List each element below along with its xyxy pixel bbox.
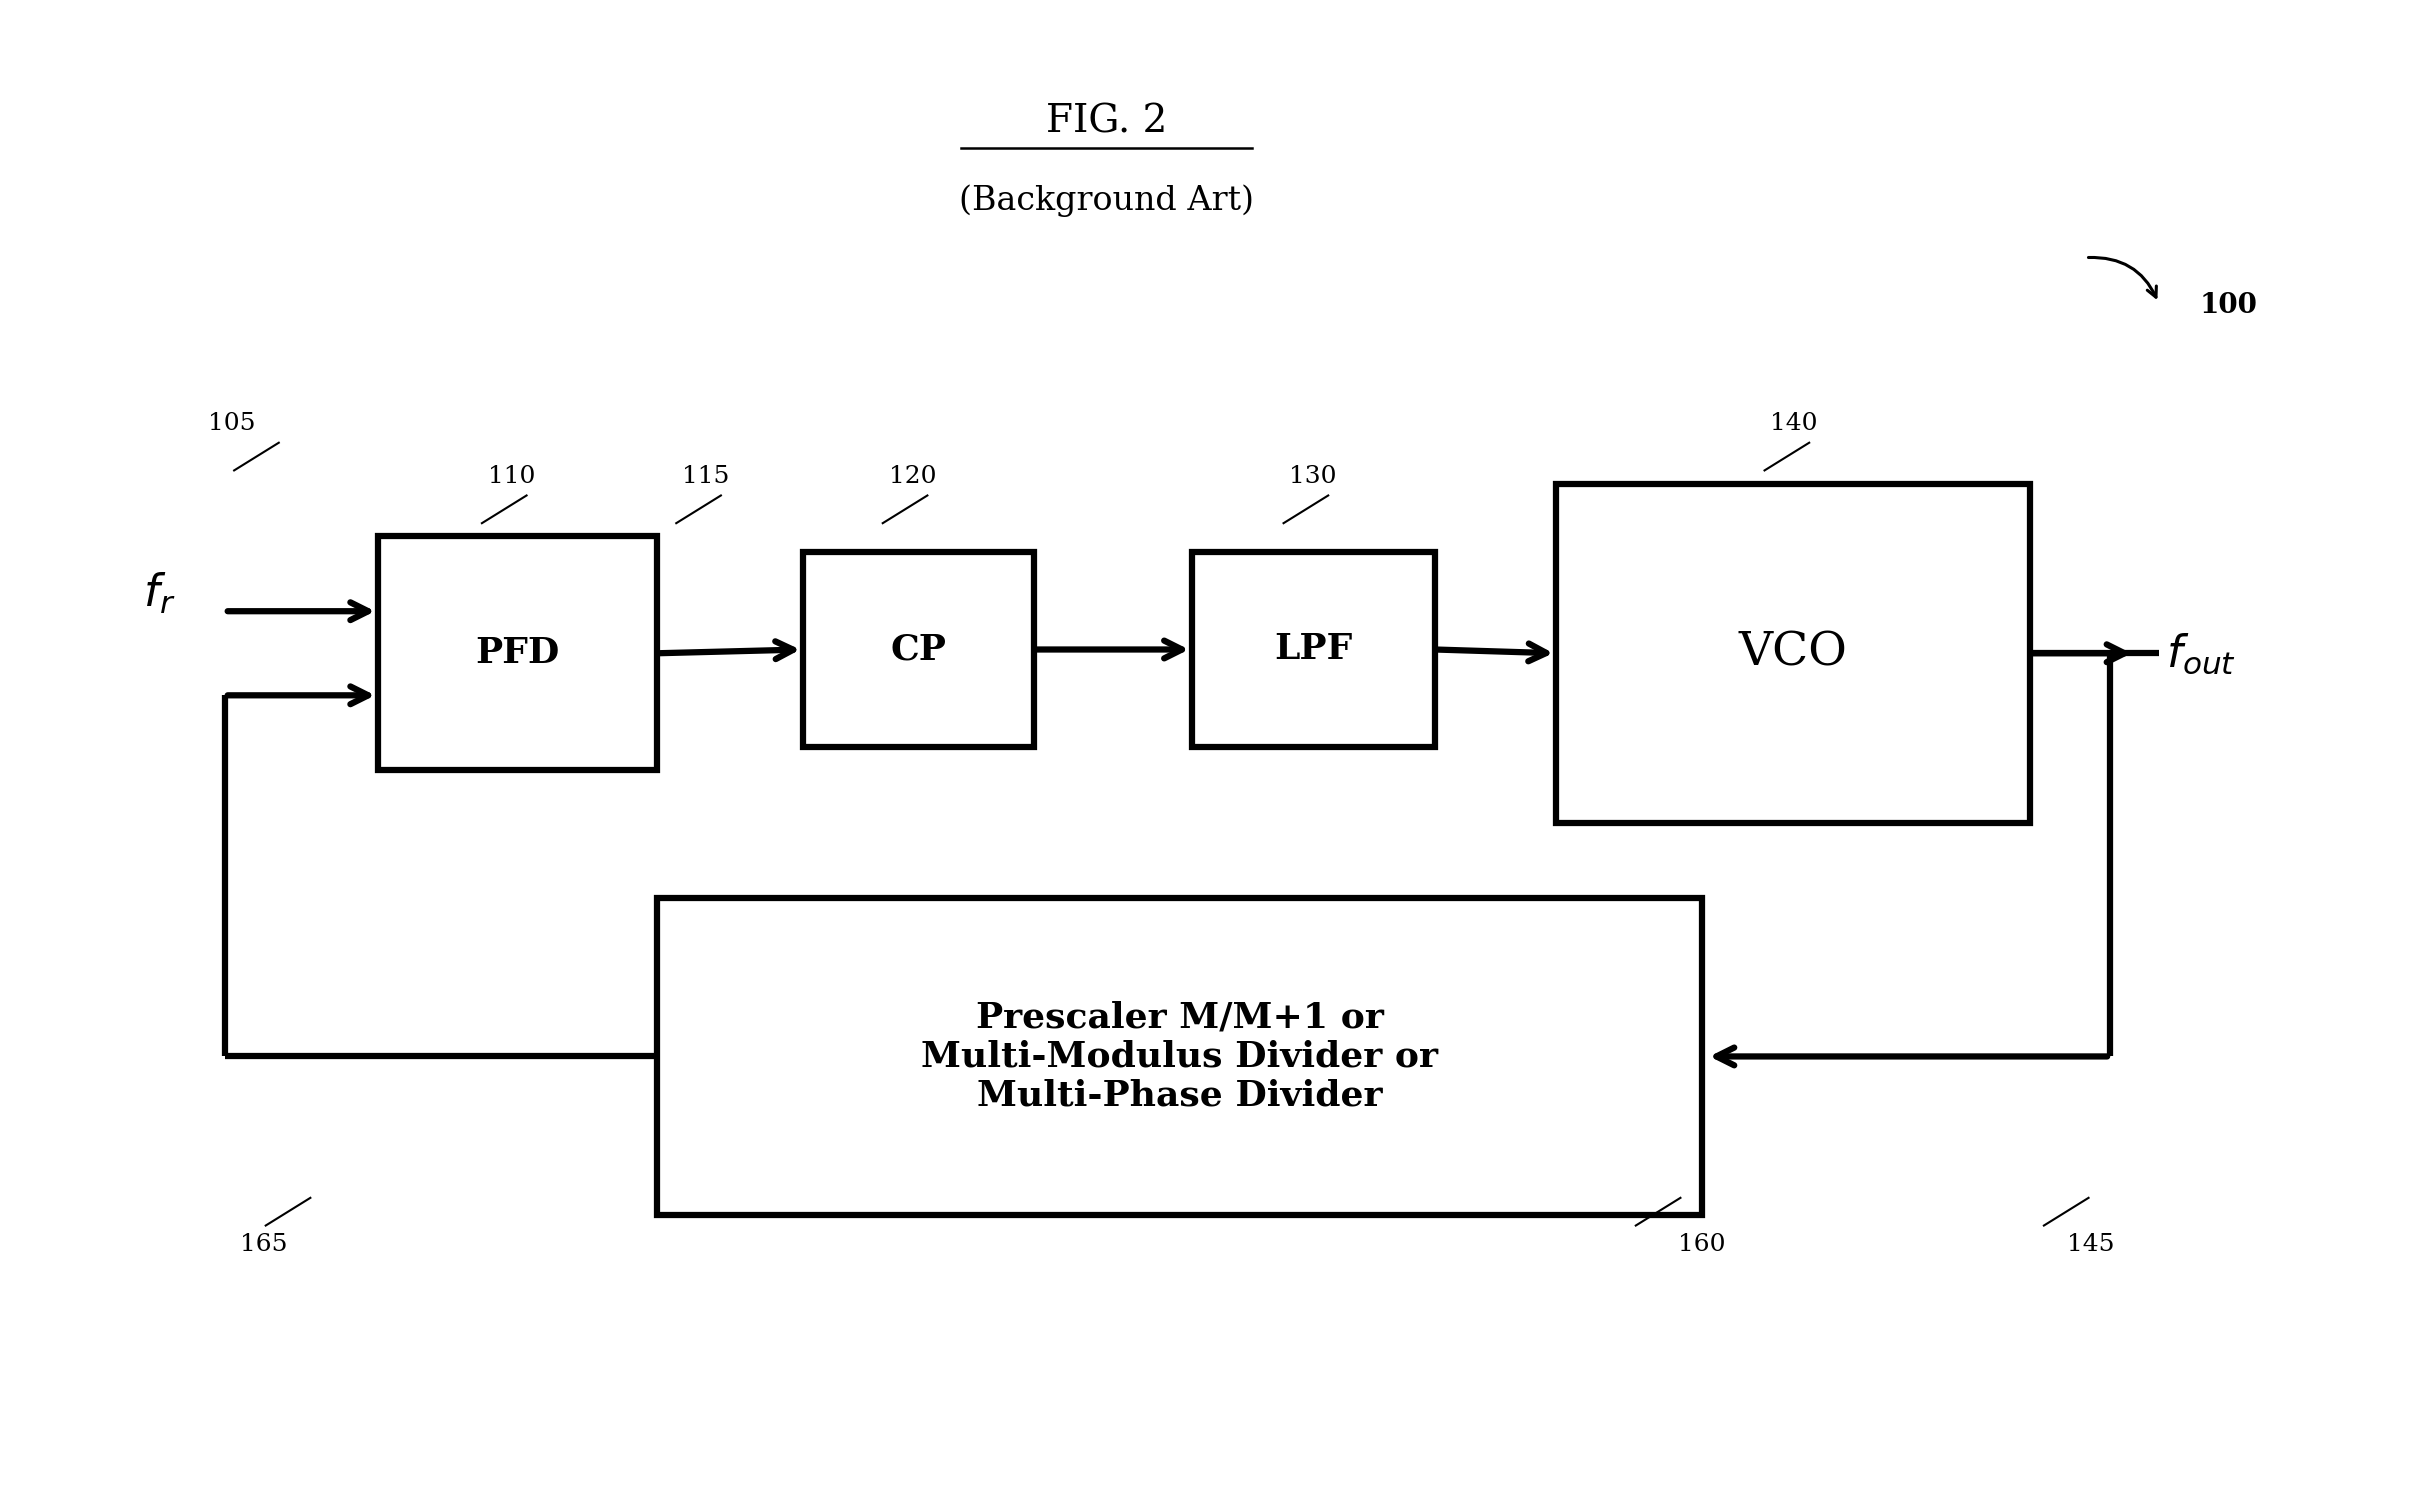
Text: 110: 110 (489, 465, 535, 488)
Bar (803, 551, 1034, 747)
Text: LPF: LPF (1274, 633, 1352, 666)
Text: $\mathbf{\mathit{f}}_{\mathbf{\mathit{r}}}$: $\mathbf{\mathit{f}}_{\mathbf{\mathit{r}… (143, 571, 175, 616)
Text: 120: 120 (888, 465, 936, 488)
Text: $\mathbf{\mathit{f}}_{\mathbf{\mathit{out}}}$: $\mathbf{\mathit{f}}_{\mathbf{\mathit{ou… (2167, 631, 2235, 675)
Bar (377, 536, 657, 770)
Text: 165: 165 (241, 1234, 287, 1256)
Text: 115: 115 (681, 465, 730, 488)
Text: 100: 100 (2201, 293, 2257, 319)
Text: Prescaler M/M+1 or
Multi-Modulus Divider or
Multi-Phase Divider: Prescaler M/M+1 or Multi-Modulus Divider… (922, 1000, 1437, 1113)
Bar (657, 898, 1702, 1214)
Text: VCO: VCO (1739, 631, 1848, 676)
Text: 105: 105 (209, 412, 255, 435)
Text: CP: CP (890, 633, 946, 666)
Text: 160: 160 (1678, 1234, 1724, 1256)
Text: 145: 145 (2067, 1234, 2113, 1256)
Text: 130: 130 (1289, 465, 1338, 488)
Bar (1192, 551, 1435, 747)
Text: FIG. 2: FIG. 2 (1046, 104, 1167, 140)
Bar (1556, 483, 2031, 823)
Text: PFD: PFD (477, 636, 559, 670)
Text: (Background Art): (Background Art) (958, 184, 1255, 216)
Text: 140: 140 (1770, 412, 1817, 435)
